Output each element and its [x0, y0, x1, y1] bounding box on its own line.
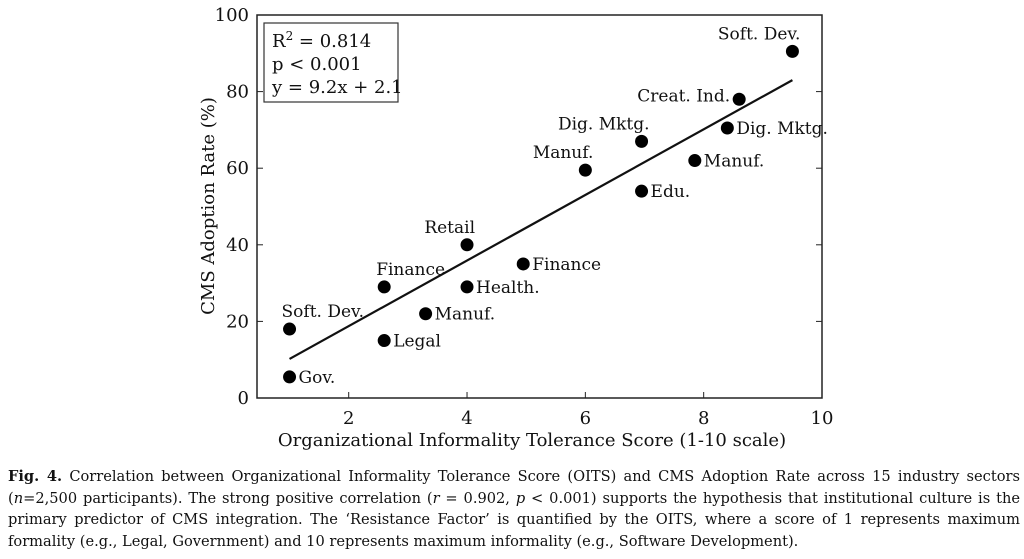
point-label: Dig. Mktg.	[736, 119, 828, 139]
figure-label: Fig. 4.	[8, 468, 63, 485]
point-label: Manuf.	[435, 305, 496, 325]
y-tick-label: 0	[238, 388, 249, 409]
x-tick-label: 2	[343, 408, 354, 429]
y-tick-label: 60	[226, 158, 249, 179]
point-label: Retail	[424, 218, 475, 238]
y-axis-label: CMS Adoption Rate (%)	[198, 97, 219, 315]
caption-var-p: p	[515, 489, 526, 507]
point-label: Soft. Dev.	[718, 24, 801, 44]
point-label: Edu.	[651, 182, 691, 202]
data-point	[377, 334, 391, 348]
figure-caption: Fig. 4. Correlation between Organization…	[8, 466, 1020, 552]
data-point	[460, 280, 474, 294]
caption-text: =2,500 participants). The strong positiv…	[23, 489, 433, 507]
caption-text: Correlation between Organizational Infor…	[8, 468, 1020, 507]
y-tick-label: 20	[226, 311, 249, 332]
data-point	[635, 134, 649, 148]
x-tick-label: 4	[461, 408, 472, 429]
caption-var-n: n	[13, 489, 24, 507]
point-label: Gov.	[299, 368, 336, 388]
data-point	[635, 184, 649, 198]
x-tick-label: 6	[580, 408, 591, 429]
data-point	[283, 322, 297, 336]
plot-frame	[256, 14, 823, 399]
point-label: Dig. Mktg.	[558, 114, 650, 134]
caption-var-r: r	[432, 489, 440, 507]
data-point	[377, 280, 391, 294]
x-tick-label: 10	[811, 408, 834, 429]
y-tick-label: 100	[215, 5, 249, 26]
x-axis-label: Organizational Informality Tolerance Sco…	[278, 430, 786, 451]
point-label: Legal	[393, 332, 441, 352]
y-tick-label: 80	[226, 82, 249, 103]
data-point	[732, 92, 746, 106]
stats-r2: R2 = 0.814	[272, 29, 371, 52]
point-label: Finance	[532, 255, 601, 275]
data-points: Gov. Soft. Dev. Legal Finance Manuf. Health. R…	[282, 24, 828, 388]
stats-p: p < 0.001	[272, 54, 362, 75]
point-label: Creat. Ind.	[637, 86, 730, 106]
regression-line	[289, 79, 793, 360]
point-label: Soft. Dev.	[282, 302, 365, 322]
data-point	[785, 44, 799, 58]
data-point	[283, 370, 297, 384]
stats-box: R2 = 0.814 p < 0.001 y = 9.2x + 2.1	[263, 22, 403, 103]
data-point	[516, 257, 530, 271]
y-tick-label: 40	[226, 235, 249, 256]
caption-text: = 0.902,	[439, 489, 516, 507]
point-label: Manuf.	[533, 143, 594, 163]
data-point	[720, 121, 734, 135]
data-point	[578, 163, 592, 177]
caption-text: < 0.001) supports the hypothesis that in…	[8, 489, 1020, 550]
point-label: Finance	[376, 260, 445, 280]
data-point	[688, 154, 702, 168]
data-point	[460, 238, 474, 252]
x-tick-label: 8	[698, 408, 709, 429]
point-label: Manuf.	[704, 152, 765, 172]
point-label: Health.	[476, 278, 540, 298]
data-point	[419, 307, 433, 321]
stats-equation: y = 9.2x + 2.1	[271, 77, 403, 98]
